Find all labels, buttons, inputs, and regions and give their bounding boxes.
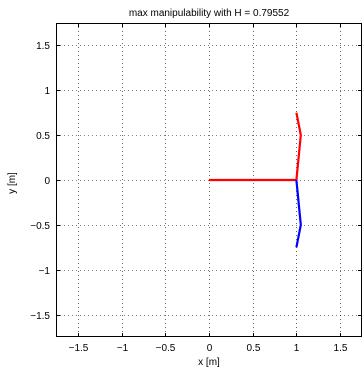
x-tick-label: 0.5 [247,343,261,354]
series-line-1 [209,112,302,182]
series-line-2 [295,179,302,248]
x-axis-ticks: −1.5 −1 −0.5 0 0.5 1 1.5 [69,23,348,354]
y-tick-label: 1.5 [36,41,50,52]
y-axis-label: y [m] [7,172,18,194]
y-tick-label: −1.5 [30,311,50,322]
x-axis-label: x [m] [198,357,220,368]
x-tick-label: −1 [117,343,129,354]
y-tick-label: −0.5 [30,221,50,232]
x-tick-label: −1.5 [69,343,89,354]
x-tick-label: 0 [207,343,213,354]
x-tick-label: −0.5 [156,343,176,354]
chart-title: max manipulability with H = 0.79552 [129,8,290,19]
y-tick-label: 0.5 [36,131,50,142]
series-layer [209,112,302,248]
y-tick-label: 0 [44,176,50,187]
y-tick-label: 1 [44,86,50,97]
y-axis-ticks: −1.5 −1 −0.5 0 0.5 1 1.5 [30,41,362,322]
plot-area: −1.5 −1 −0.5 0 0.5 1 1.5 −1.5 −1 −0.5 0 0.5 1 1.5 [30,23,362,354]
y-tick-label: −1 [39,266,51,277]
x-tick-label: 1 [294,343,300,354]
x-tick-label: 1.5 [334,343,348,354]
